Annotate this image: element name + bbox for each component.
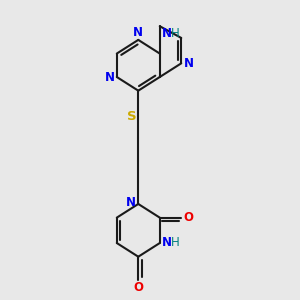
Text: S: S [127, 110, 136, 123]
Text: N: N [126, 196, 136, 209]
Text: O: O [133, 281, 143, 294]
Text: N: N [162, 27, 172, 40]
Text: N: N [133, 26, 143, 39]
Text: O: O [183, 211, 193, 224]
Text: H: H [170, 27, 179, 40]
Text: H: H [171, 236, 180, 249]
Text: N: N [162, 236, 172, 249]
Text: N: N [184, 57, 194, 70]
Text: N: N [104, 70, 115, 83]
